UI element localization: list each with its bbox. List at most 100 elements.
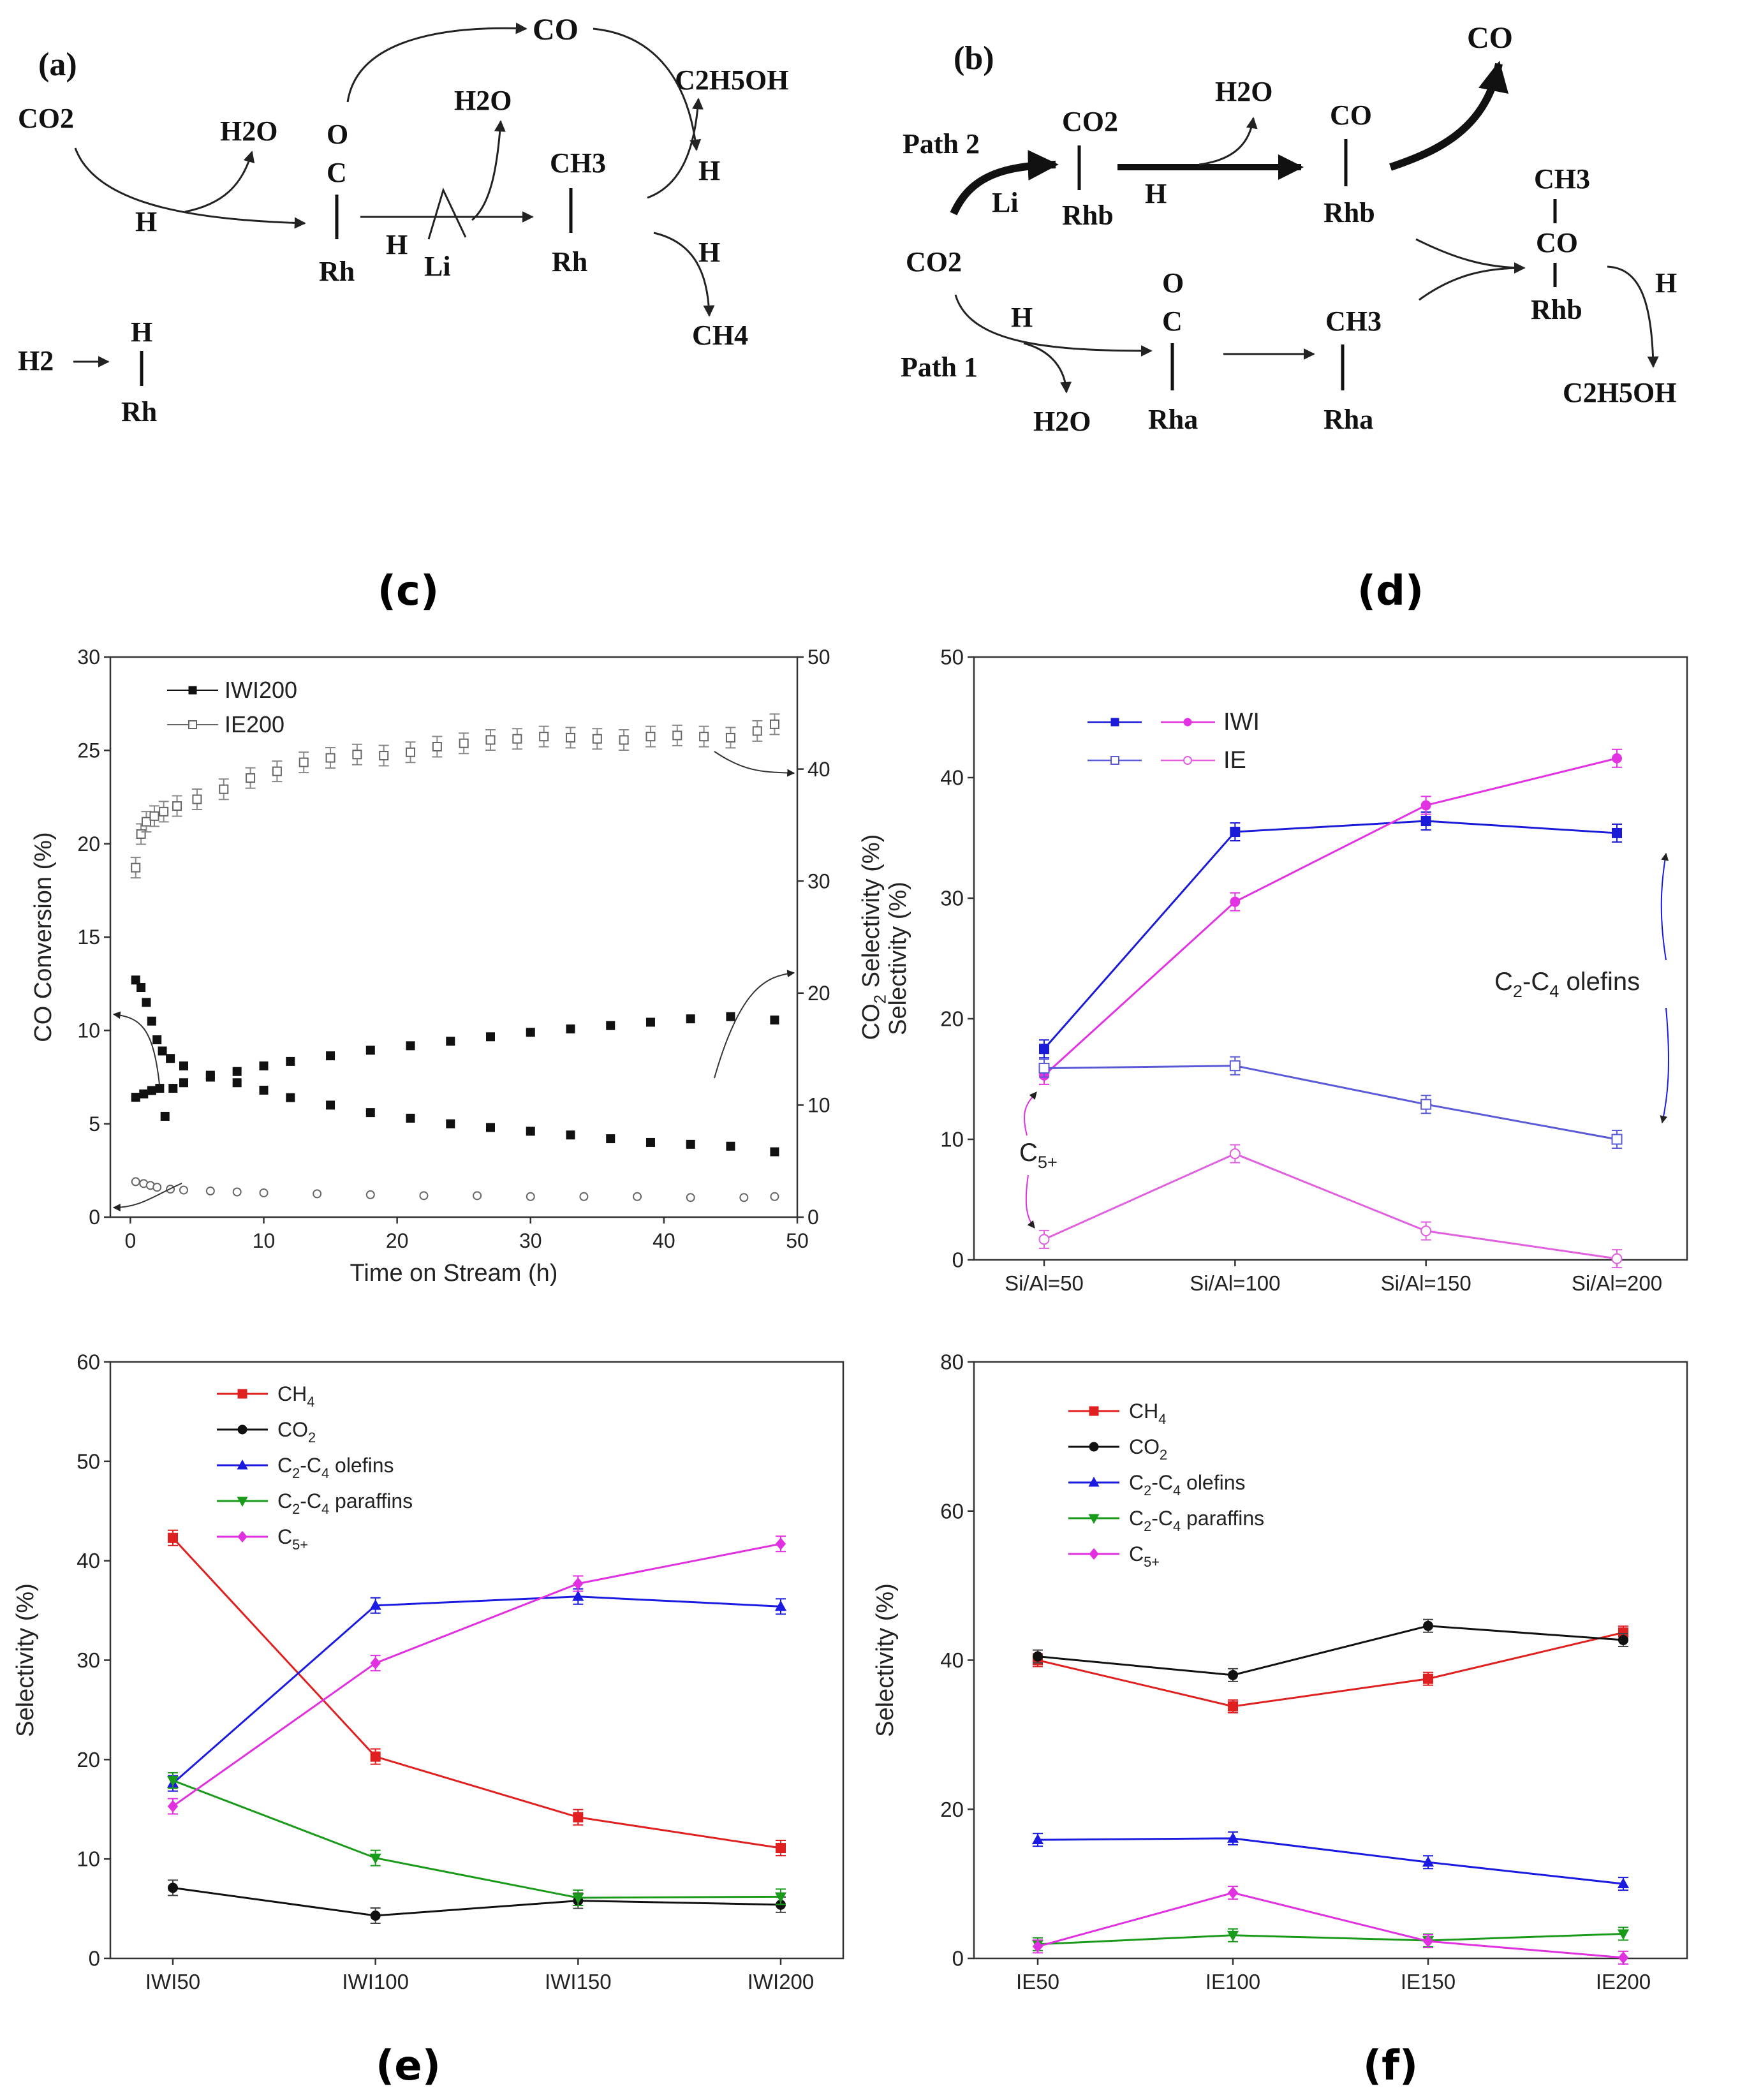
data-point: [565, 732, 575, 743]
scheme-b-co2-left: CO2: [906, 246, 962, 277]
data-point: [645, 1137, 655, 1147]
series-c2-c4-paraffins: [166, 1772, 787, 1906]
y-tick-label: 60: [940, 1499, 964, 1523]
scheme-a-label: (a): [38, 47, 77, 83]
y-tick-label: 20: [77, 1748, 100, 1771]
data-point: [272, 766, 282, 776]
legend-marker: [1110, 718, 1119, 727]
legend-label: CO2: [277, 1418, 316, 1446]
data-point: [205, 1187, 215, 1196]
x-tick-label: IE100: [1205, 1970, 1260, 1993]
x-tick-label: Si/Al=100: [1190, 1271, 1280, 1295]
series-line: [1037, 1631, 1624, 1708]
legend-label: CO2: [1129, 1435, 1167, 1463]
series-c5-: [1032, 1886, 1629, 1965]
legend: CH4 CO2 C2-C4 olefins C2-C4 paraffins C5+: [1068, 1400, 1264, 1570]
data-point: [259, 1085, 269, 1095]
data-point: [325, 753, 335, 763]
annotation-arrow: [1024, 1091, 1037, 1136]
data-point: [1038, 1062, 1050, 1074]
x-tick-label: IWI150: [545, 1970, 612, 1993]
x-tick-label: 20: [386, 1229, 409, 1252]
scheme-b-rhb-1: Rhb: [1062, 200, 1114, 231]
data-point: [313, 1189, 322, 1199]
data-point: [1617, 1929, 1630, 1941]
data-point: [136, 829, 146, 839]
arrow-path2-li: [950, 149, 1059, 216]
annotation-arrow: [1025, 1174, 1035, 1229]
legend-marker: [188, 720, 197, 729]
scheme-b-ch3-1: CH3: [1325, 306, 1382, 337]
chart-e: IWI50 IWI100 IWI150 IWI200 0 10 20 30 40 50 60 Sele…: [12, 1350, 844, 1993]
data-point: [406, 1041, 415, 1051]
x-tick-label: 0: [124, 1229, 136, 1252]
data-point: [139, 1089, 149, 1098]
data-point: [1229, 1060, 1241, 1072]
data-point: [1420, 1225, 1432, 1237]
x-tick-label: 30: [519, 1229, 542, 1252]
data-point: [326, 1100, 335, 1110]
data-point: [192, 794, 202, 804]
arrow-to-left-axis: [112, 1011, 160, 1085]
series-line: [1043, 1153, 1618, 1260]
legend-marker: [237, 1497, 248, 1507]
data-point: [152, 1035, 162, 1044]
data-point: [473, 1191, 482, 1201]
data-point: [141, 817, 151, 827]
series-ie-c5-: [1038, 1144, 1623, 1269]
x-axis-title: Time on Stream (h): [350, 1260, 558, 1287]
series-line: [1043, 820, 1618, 1050]
y-axis-title: CO Conversion (%): [30, 832, 57, 1042]
data-point: [259, 1061, 269, 1070]
scheme-b-co-2: CO: [1536, 227, 1578, 258]
y-left-tick-label: 10: [77, 1019, 100, 1042]
chart-f: IE50 IE100 IE150 IE200 0 20 40 60 80 Selectivity …: [872, 1350, 1688, 1993]
scheme-b-h-3: H: [1655, 267, 1677, 299]
data-point: [485, 735, 496, 745]
arrow-to-left-axis: [112, 1183, 182, 1211]
data-point: [365, 1046, 375, 1055]
y-tick-label: 40: [940, 1648, 964, 1672]
data-point: [1230, 896, 1241, 907]
series-line: [172, 1779, 781, 1899]
data-point: [369, 1599, 381, 1610]
y-tick-label: 20: [940, 1798, 964, 1821]
data-point: [406, 1113, 415, 1123]
y-left-tick-label: 30: [77, 646, 100, 669]
chart-d: Si/Al=50 Si/Al=100 Si/Al=150 Si/Al=200 0 10 20…: [885, 646, 1688, 1295]
data-point: [147, 1016, 156, 1026]
arrow-path1: [954, 294, 1153, 357]
series-iwi200-co-conversion: [131, 975, 779, 1157]
scheme-b-c: C: [1162, 306, 1183, 337]
data-point: [486, 1123, 496, 1132]
data-point: [446, 1037, 455, 1046]
data-point: [365, 1190, 375, 1199]
series-line: [1037, 1837, 1624, 1885]
data-point: [1611, 1253, 1623, 1264]
y-tick-label: 0: [89, 1947, 100, 1971]
legend: IWI200 IE200: [167, 677, 297, 737]
y-tick-label: 40: [77, 1549, 100, 1572]
legend-label: IWI200: [225, 677, 297, 703]
data-point: [633, 1192, 642, 1201]
scheme-a-h-2: H: [386, 229, 408, 260]
series-iwi-c2-c4-olefins: [1039, 811, 1622, 1059]
scheme-b-ch3-2: CH3: [1534, 163, 1590, 195]
data-point: [136, 983, 146, 993]
data-point: [1423, 1620, 1433, 1631]
legend-label: C2-C4 olefins: [1129, 1471, 1246, 1498]
data-point: [579, 1192, 589, 1201]
data-point: [1031, 1833, 1044, 1845]
scheme-a-rh-1: Rh: [319, 256, 355, 287]
data-point: [167, 1800, 179, 1813]
x-tick-label: 50: [786, 1229, 809, 1252]
legend-marker: [1089, 1548, 1099, 1560]
arrow-to-h2o-bottom: [1023, 342, 1072, 394]
series-c2-c4-paraffins: [1031, 1926, 1630, 1951]
data-point: [770, 1192, 779, 1201]
arrow-ch3-to-acyl: [1419, 262, 1526, 301]
data-point: [769, 719, 779, 729]
x-tick-label: 40: [652, 1229, 675, 1252]
y-tick-label: 0: [952, 1248, 964, 1272]
